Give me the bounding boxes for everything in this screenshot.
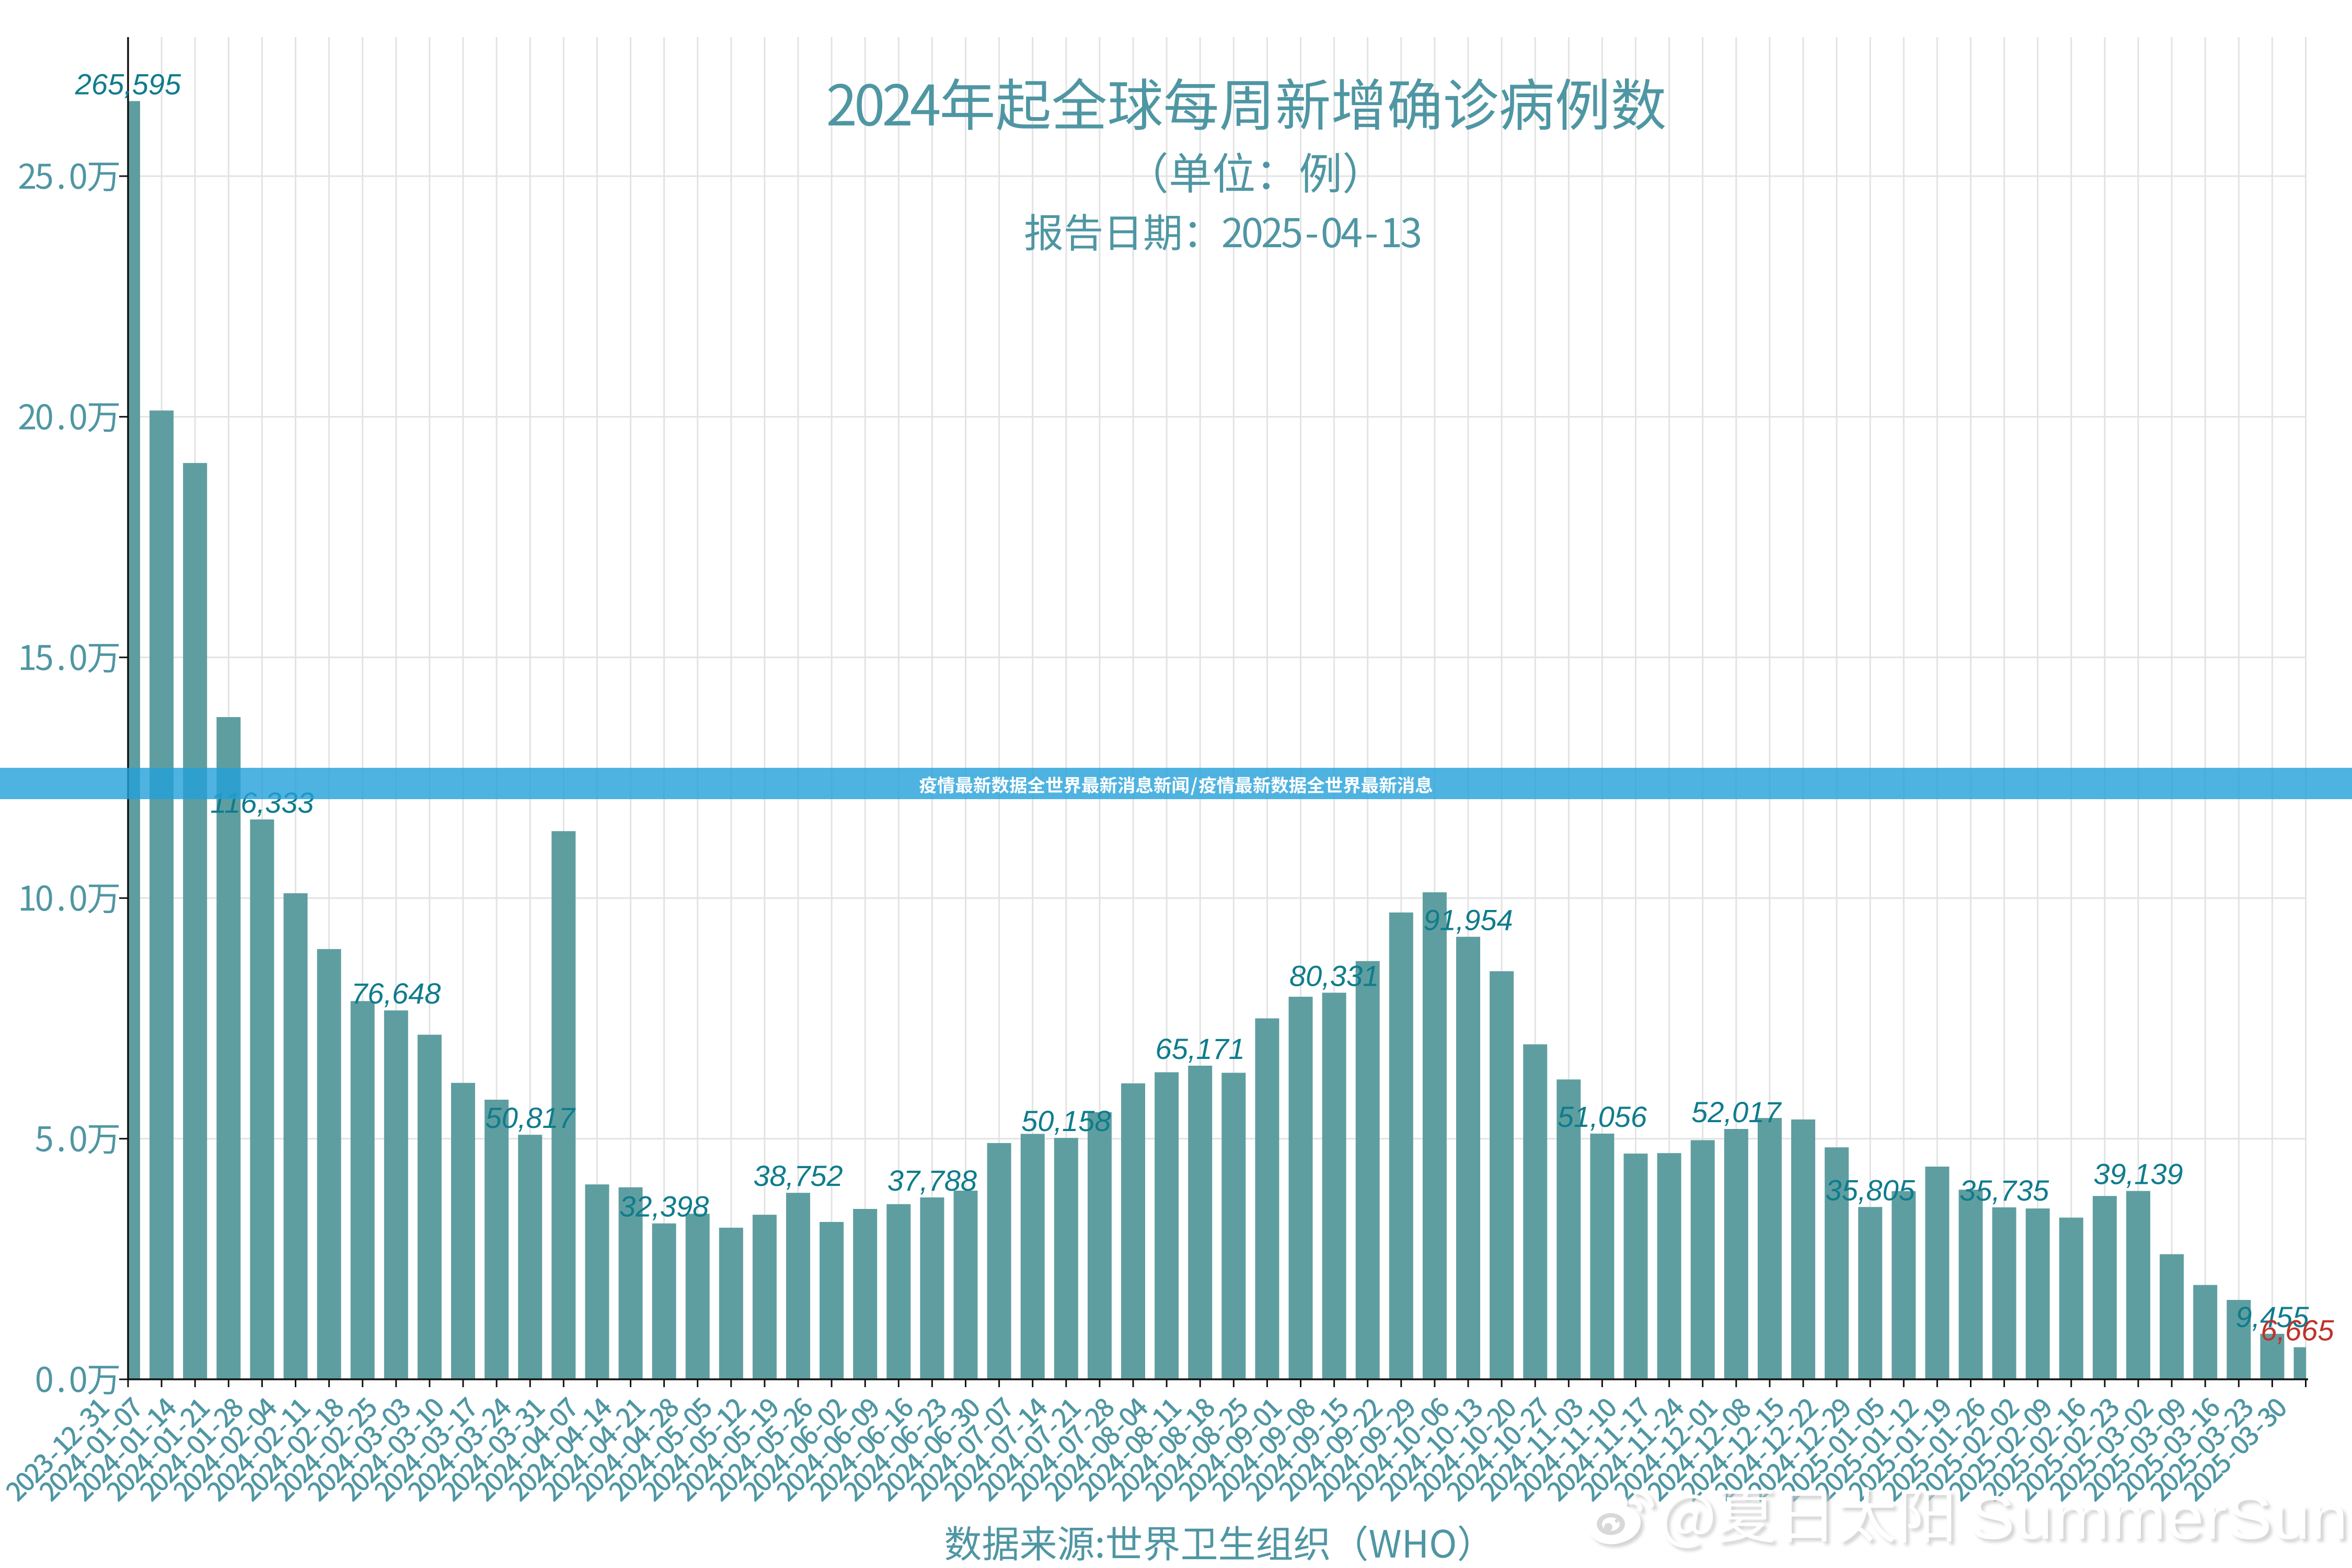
svg-text:80,331: 80,331 — [1289, 959, 1379, 992]
svg-text:65,171: 65,171 — [1156, 1032, 1245, 1065]
svg-text:265,595: 265,595 — [75, 67, 181, 100]
svg-text:38,752: 38,752 — [753, 1159, 843, 1192]
svg-text:SummerSun: SummerSun — [1973, 1486, 2351, 1555]
svg-text:52,017: 52,017 — [1691, 1096, 1782, 1128]
svg-text:50,158: 50,158 — [1021, 1104, 1111, 1137]
svg-text:9,455: 9,455 — [2235, 1300, 2309, 1333]
svg-text:37,788: 37,788 — [887, 1164, 977, 1197]
svg-text:50,817: 50,817 — [486, 1101, 576, 1134]
svg-text:91,954: 91,954 — [1423, 903, 1513, 936]
svg-text:35,805: 35,805 — [1826, 1173, 1916, 1206]
svg-text:39,139: 39,139 — [2093, 1158, 2183, 1191]
svg-text:6,665: 6,665 — [2261, 1314, 2334, 1347]
svg-text:76,648: 76,648 — [351, 977, 441, 1010]
svg-text:51,056: 51,056 — [1558, 1100, 1647, 1133]
svg-text:SummerSun: SummerSun — [1969, 1483, 2348, 1552]
svg-text:32,398: 32,398 — [619, 1190, 709, 1223]
svg-text:35,735: 35,735 — [1959, 1174, 2049, 1207]
